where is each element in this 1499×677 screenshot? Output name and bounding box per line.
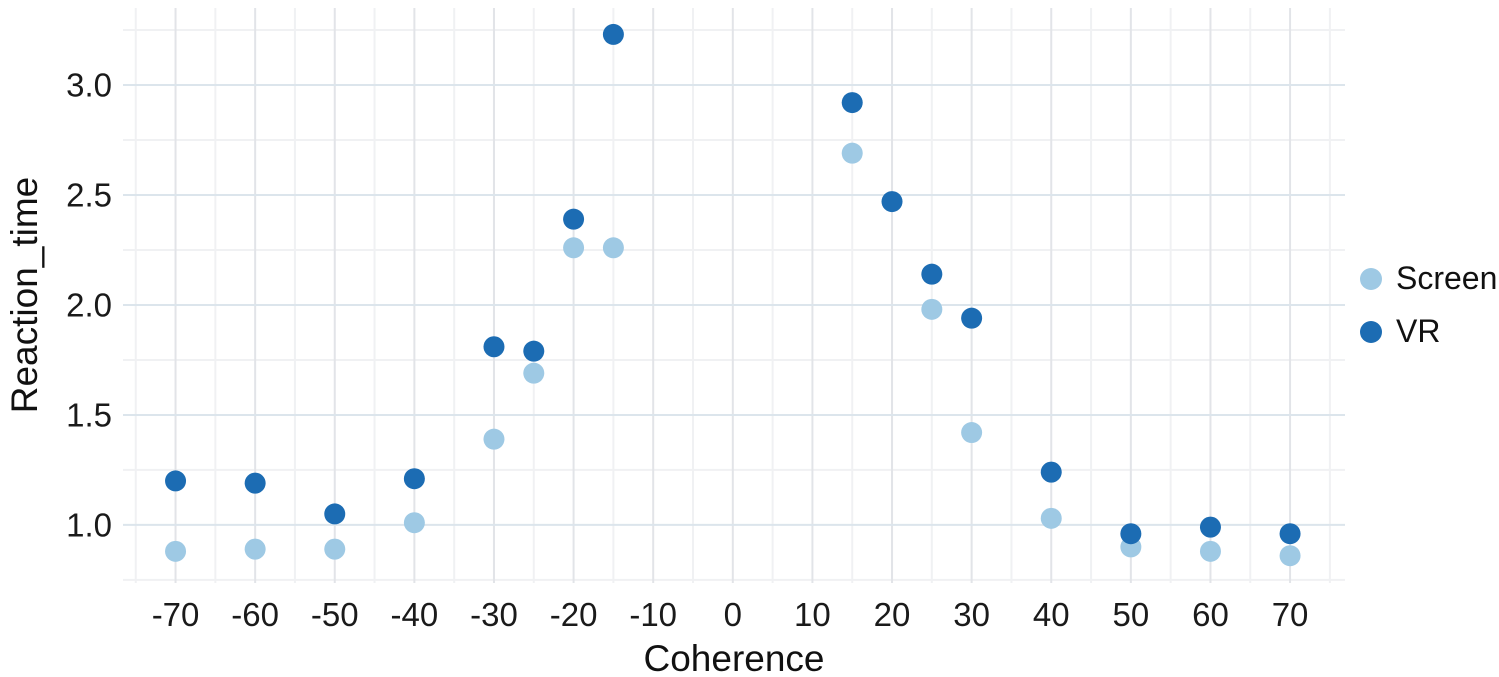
vr-legend-dot-icon [1360, 320, 1382, 343]
vr-data-point [921, 263, 943, 285]
legend-label-vr: VR [1396, 313, 1441, 349]
screen-data-point [523, 362, 545, 384]
x-axis-title: Coherence [643, 638, 825, 677]
x-tick-label: 20 [874, 596, 911, 633]
vr-data-point [165, 470, 187, 492]
vr-data-point [324, 503, 346, 525]
vr-data-point [961, 307, 983, 329]
vr-data-point [483, 336, 505, 358]
x-tick-label: -10 [629, 596, 677, 633]
y-tick-label: 1.5 [66, 396, 112, 433]
y-tick-label: 1.0 [66, 506, 112, 543]
screen-data-point [841, 142, 863, 164]
vr-data-point [1199, 516, 1221, 538]
screen-data-point [165, 540, 187, 562]
screen-data-point [602, 237, 624, 259]
screen-data-point [1199, 540, 1221, 562]
x-tick-label: 0 [724, 596, 742, 633]
x-tick-label: 30 [953, 596, 990, 633]
screen-data-point [483, 428, 505, 450]
x-tick-label: 60 [1192, 596, 1229, 633]
vr-data-point [841, 92, 863, 114]
x-tick-label: -40 [391, 596, 439, 633]
y-tick-label: 3.0 [66, 66, 112, 103]
vr-data-point [563, 208, 585, 230]
vr-data-point [1120, 523, 1142, 545]
screen-data-point [244, 538, 266, 560]
x-tick-label: -20 [550, 596, 598, 633]
legend: Screen VR [1360, 260, 1497, 350]
vr-data-point [1279, 523, 1301, 545]
y-tick-label: 2.0 [66, 286, 112, 323]
screen-data-point [563, 237, 585, 259]
screen-legend-dot-icon [1360, 267, 1382, 290]
screen-data-point [1040, 507, 1062, 529]
vr-data-point [881, 191, 903, 213]
x-tick-label: -60 [231, 596, 279, 633]
x-tick-label: -70 [152, 596, 200, 633]
screen-data-point [921, 298, 943, 320]
screen-data-point [324, 538, 346, 560]
x-tick-label: 70 [1272, 596, 1309, 633]
screen-data-point [403, 512, 425, 534]
vr-data-point [403, 468, 425, 490]
vr-data-point [1040, 461, 1062, 483]
y-axis-title: Reaction_time [4, 176, 45, 414]
y-tick-label: 2.5 [66, 176, 112, 213]
legend-label-screen: Screen [1396, 260, 1498, 296]
vr-data-point [244, 472, 266, 494]
legend-item-vr: VR [1360, 313, 1497, 350]
x-tick-label: 40 [1033, 596, 1070, 633]
x-tick-label: 10 [794, 596, 831, 633]
screen-data-point [1279, 545, 1301, 567]
vr-data-point [523, 340, 545, 362]
screen-data-point [961, 422, 983, 444]
legend-item-screen: Screen [1360, 260, 1497, 297]
x-tick-label: 50 [1112, 596, 1149, 633]
vr-data-point [602, 23, 624, 45]
x-tick-label: -50 [311, 596, 359, 633]
x-tick-label: -30 [470, 596, 518, 633]
